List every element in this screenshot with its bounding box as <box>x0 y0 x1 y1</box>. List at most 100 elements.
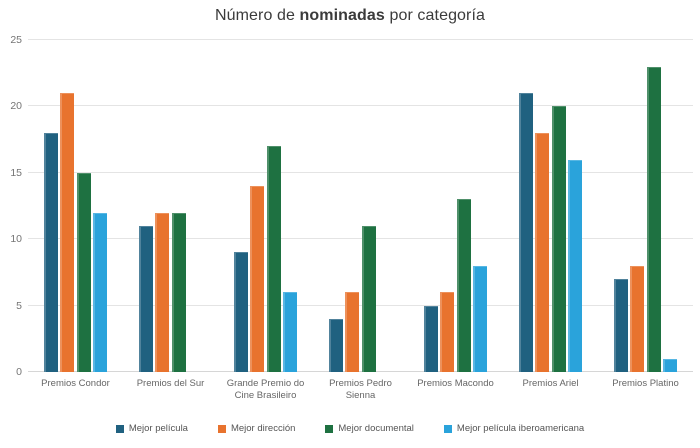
legend-label: Mejor dirección <box>230 423 296 434</box>
legend-label: Mejor documental <box>338 423 414 434</box>
bar-group <box>503 40 598 372</box>
bar <box>60 93 75 372</box>
bar <box>171 212 186 372</box>
bar <box>233 252 248 372</box>
bar <box>646 66 661 372</box>
bar-group <box>598 40 693 372</box>
bar-groups <box>28 40 693 372</box>
bar-slot <box>233 40 248 372</box>
bar <box>345 292 360 372</box>
bar <box>440 292 455 372</box>
x-axis-label: Premios Macondo <box>417 378 494 389</box>
y-tick-label: 25 <box>10 34 22 46</box>
bar-slot <box>378 40 392 372</box>
bar-slot <box>630 40 645 372</box>
y-tick-label: 15 <box>10 166 22 179</box>
bar-slot <box>361 40 376 372</box>
x-axis-label: Premios del Sur <box>136 378 205 389</box>
bar-slot <box>138 40 153 372</box>
bar-slot <box>328 40 343 372</box>
gridline <box>28 371 693 372</box>
gridline <box>28 171 693 173</box>
chart-title-prefix: Número de <box>214 7 300 24</box>
bar <box>613 279 628 372</box>
plot-area <box>28 39 693 372</box>
bar <box>155 212 170 372</box>
bar <box>93 212 108 372</box>
gridline <box>28 238 693 240</box>
bar-slot <box>646 40 661 372</box>
legend-label: Mejor película <box>128 423 188 434</box>
bar-slot <box>188 40 202 372</box>
y-axis: 0 5 10 15 20 25 <box>0 34 22 378</box>
legend-item: Mejor documental <box>325 423 414 434</box>
bar <box>630 265 645 372</box>
legend-swatch <box>217 424 226 433</box>
bar-slot <box>423 40 438 372</box>
bar-slot <box>613 40 628 372</box>
legend-item: Mejor película <box>115 423 188 434</box>
bar <box>138 225 153 372</box>
bar-slot <box>250 40 265 372</box>
chart-title: Número de nominadas por categoría <box>0 7 700 25</box>
x-axis-label: Premios Condor <box>41 378 110 389</box>
bar-slot <box>155 40 170 372</box>
bar <box>283 292 298 372</box>
bar <box>328 318 343 372</box>
bar <box>663 358 678 372</box>
bar-slot <box>93 40 108 372</box>
gridline <box>28 105 693 107</box>
bar <box>456 199 471 372</box>
legend-swatch <box>325 424 334 433</box>
chart-title-bold: nominadas <box>299 7 385 24</box>
bar-slot <box>76 40 91 372</box>
x-axis: Premios Condor Premios del Sur Grande Prem… <box>28 378 693 403</box>
x-axis-label: Grande Premio do Cine Brasileiro <box>226 378 305 402</box>
legend-swatch <box>115 424 124 433</box>
y-tick-label: 5 <box>16 299 22 312</box>
legend: Mejor película Mejor dirección Mejor docum… <box>0 423 700 434</box>
bar-slot <box>473 40 488 372</box>
bar-slot <box>171 40 186 372</box>
x-axis-label: Premios Ariel <box>522 378 579 389</box>
y-tick-label: 20 <box>10 100 22 113</box>
bar-group <box>28 40 123 372</box>
bar <box>266 146 281 372</box>
bar-slot <box>535 40 550 372</box>
bar <box>551 106 566 372</box>
bar <box>568 159 583 372</box>
bar <box>518 93 533 372</box>
bar-slot <box>43 40 58 372</box>
x-axis-label: Premios Platino <box>612 378 679 389</box>
gridline <box>28 304 693 306</box>
bar-slot <box>551 40 566 372</box>
gridline <box>28 39 693 40</box>
bar-group <box>408 40 503 372</box>
bar <box>423 305 438 372</box>
bar-slot <box>440 40 455 372</box>
bar-slot <box>283 40 298 372</box>
legend-item: Mejor película iberoamericana <box>443 423 585 434</box>
bar-slot <box>518 40 533 372</box>
bar <box>361 225 376 372</box>
bar-slot <box>456 40 471 372</box>
legend-item: Mejor dirección <box>217 423 296 434</box>
bar-slot <box>60 40 75 372</box>
bar <box>473 265 488 372</box>
bar-slot <box>266 40 281 372</box>
y-tick-label: 0 <box>16 366 22 378</box>
bar <box>76 172 91 372</box>
legend-label: Mejor película iberoamericana <box>456 423 585 434</box>
bar <box>535 132 550 372</box>
bar <box>250 186 265 372</box>
bar-group <box>313 40 408 372</box>
bar <box>43 132 58 372</box>
bar-group <box>123 40 218 372</box>
bar-slot <box>345 40 360 372</box>
bar-group <box>218 40 313 372</box>
y-tick-label: 10 <box>10 233 22 246</box>
bar-slot <box>568 40 583 372</box>
x-axis-label: Premios Pedro Sienna <box>329 378 392 402</box>
legend-swatch <box>443 424 452 433</box>
